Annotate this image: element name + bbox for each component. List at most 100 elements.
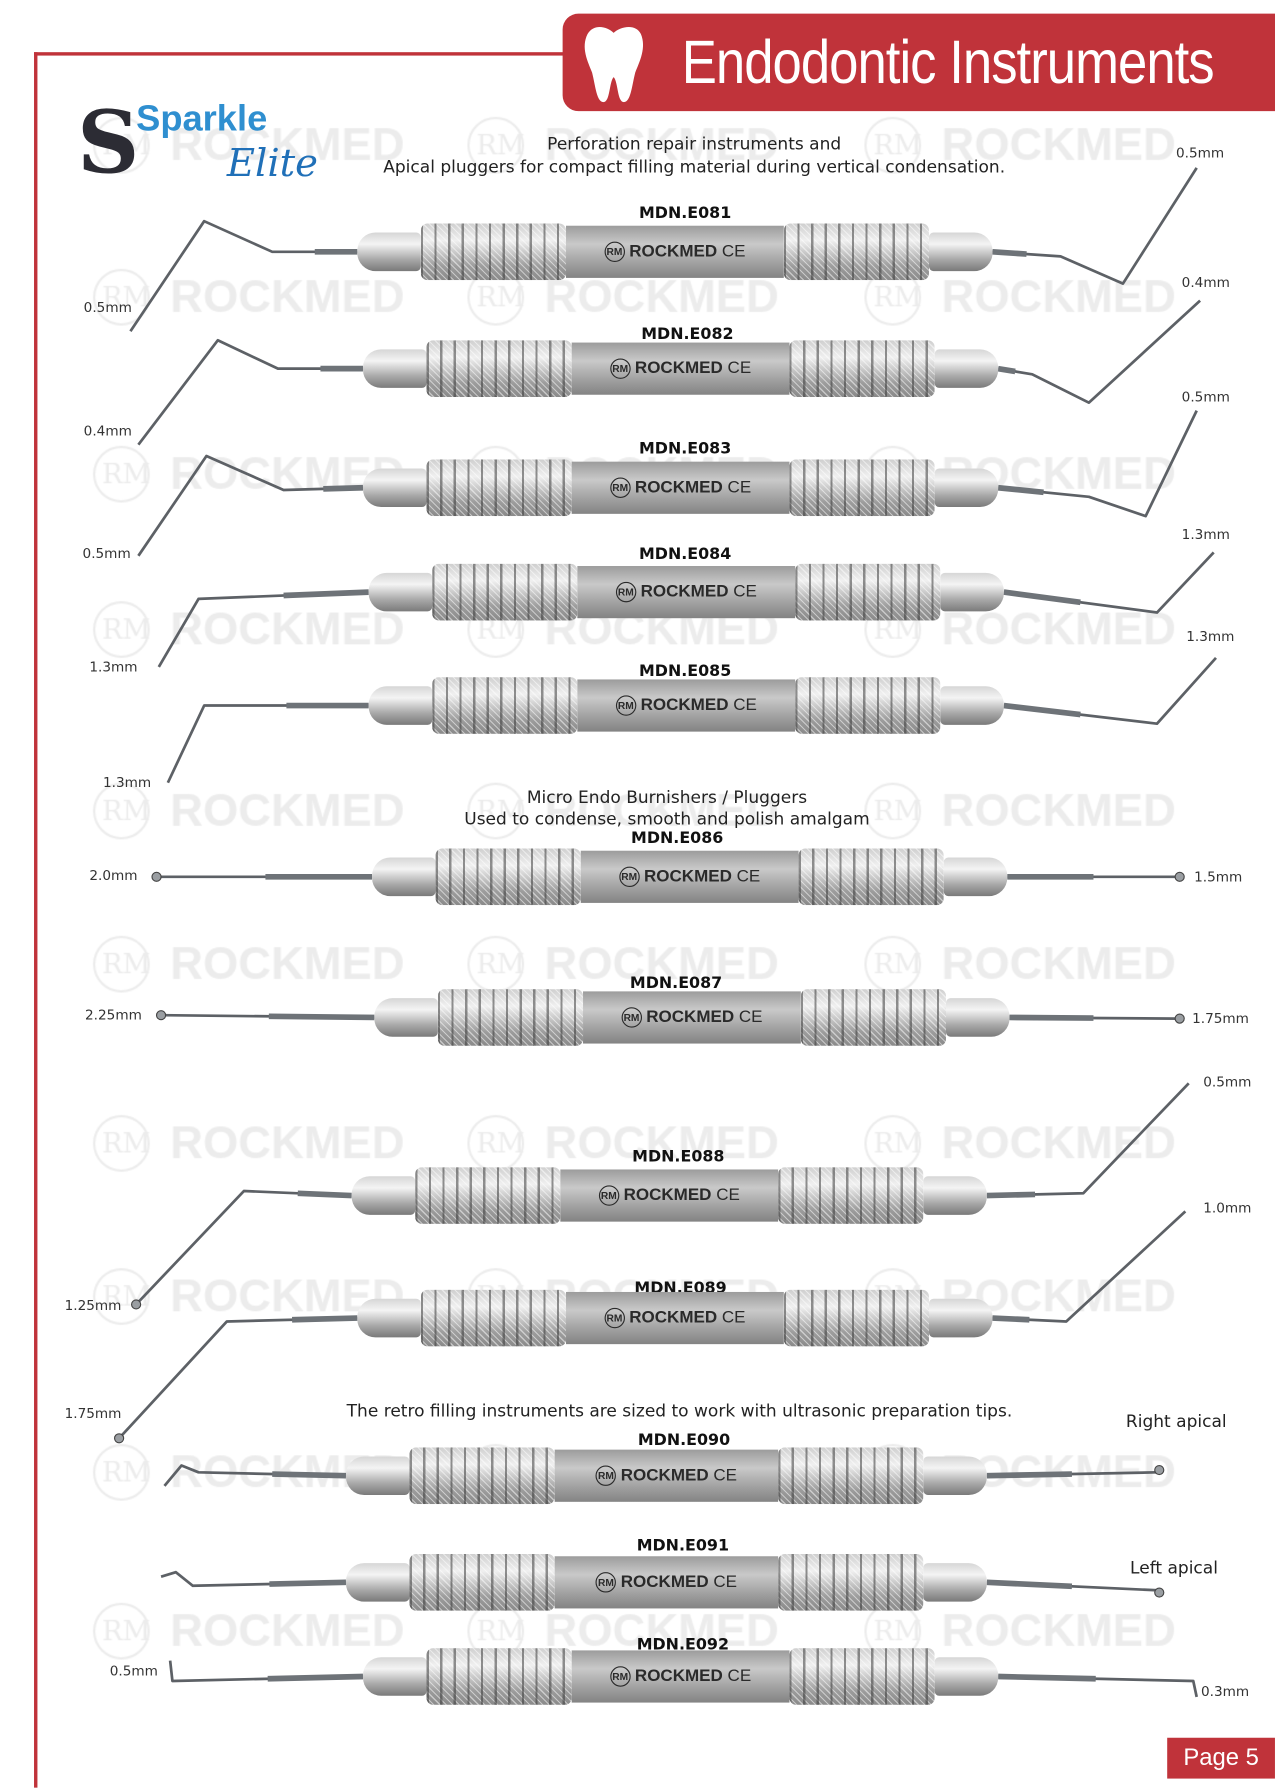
handle-brand: RM ROCKMED CE <box>621 1007 763 1028</box>
apical-orientation-label: Left apical <box>1130 1557 1218 1578</box>
instrument-shank <box>992 1315 1030 1323</box>
instrument-shank <box>268 1013 375 1021</box>
brand-name: ROCKMED <box>643 866 732 886</box>
brand-name: ROCKMED <box>620 1465 709 1485</box>
page-title: Endodontic Instruments <box>681 28 1215 97</box>
knurled-grip-right <box>789 459 935 517</box>
handle-center: RM ROCKMED CE <box>580 850 799 903</box>
knurled-grip-right <box>795 677 941 734</box>
ball-tip <box>1154 1464 1165 1476</box>
handle-brand: RM ROCKMED CE <box>615 581 757 603</box>
left-working-tip <box>157 590 369 668</box>
handle-center: RM ROCKMED CE <box>566 225 784 278</box>
instrument-handle: RM ROCKMED CE <box>357 1289 993 1347</box>
rockmed-monogram-icon: RM <box>609 358 631 379</box>
page-frame-top <box>34 52 579 56</box>
handle-brand: RM ROCKMED CE <box>604 241 746 263</box>
handle-cap-left <box>345 1563 410 1602</box>
instrument-handle: RM ROCKMED CE <box>374 989 1010 1046</box>
rockmed-monogram-icon: RM <box>619 866 640 888</box>
handle-brand: RM ROCKMED CE <box>598 1185 740 1206</box>
brand-name: ROCKMED <box>623 1185 712 1205</box>
handle-center: RM ROCKMED CE <box>566 1291 784 1345</box>
rockmed-monogram-icon: RM <box>615 695 637 716</box>
ce-mark: CE <box>713 1465 738 1485</box>
brand-name: ROCKMED <box>620 1572 709 1592</box>
ball-tip <box>1174 1013 1185 1024</box>
instrument-handle: RM ROCKMED CE <box>362 1648 999 1705</box>
section-line: The retro filling instruments are sized … <box>346 1400 1013 1422</box>
left-tip-size: 1.75mm <box>64 1405 122 1422</box>
instrument-shank <box>986 1579 1073 1590</box>
product-code: MDN.E084 <box>638 545 732 564</box>
handle-brand: RM ROCKMED CE <box>609 1666 751 1687</box>
left-working-tip <box>137 338 363 446</box>
instrument-shank <box>292 1315 358 1323</box>
instrument-shank <box>1009 1014 1094 1021</box>
knurled-grip-right <box>800 989 947 1046</box>
knurled-grip-left <box>420 1289 567 1347</box>
handle-cap-left <box>368 572 433 612</box>
instrument-shank <box>323 484 364 492</box>
product-code: MDN.E092 <box>636 1635 730 1654</box>
rockmed-monogram-icon: RM <box>595 1465 617 1486</box>
ce-mark: CE <box>727 358 752 378</box>
header-banner: Endodontic Instruments <box>562 13 1275 112</box>
instrument-handle: RM ROCKMED CE <box>357 223 993 281</box>
ce-mark: CE <box>721 241 746 261</box>
ball-tip <box>131 1299 142 1310</box>
ce-mark: CE <box>727 477 752 497</box>
knurled-grip-left <box>415 1167 561 1224</box>
knurled-grip-left <box>409 1553 555 1611</box>
product-code: MDN.E091 <box>636 1536 730 1556</box>
left-tip-size: 1.3mm <box>102 774 152 791</box>
right-tip-size: 1.75mm <box>1192 1010 1249 1027</box>
handle-center: RM ROCKMED CE <box>571 342 790 395</box>
handle-brand: RM ROCKMED CE <box>595 1465 738 1486</box>
handle-center: RM ROCKMED CE <box>577 566 796 619</box>
ce-mark: CE <box>713 1572 738 1592</box>
left-working-tip <box>166 704 369 784</box>
brand-name: ROCKMED <box>640 581 729 602</box>
handle-cap-right <box>928 1298 993 1338</box>
knurled-grip-right <box>778 1553 924 1611</box>
right-working-tip <box>986 1082 1190 1197</box>
instrument-shank <box>283 589 369 599</box>
handle-cap-right <box>928 232 993 272</box>
instrument-shank <box>992 248 1027 257</box>
right-working-tip <box>992 167 1198 285</box>
handle-cap-right <box>940 686 1004 725</box>
page-frame-left <box>34 52 38 1788</box>
product-code: MDN.E083 <box>638 440 732 459</box>
knurled-grip-right <box>783 1289 929 1347</box>
instrument-shank <box>297 1190 352 1199</box>
right-working-tip <box>1003 656 1217 726</box>
ce-mark: CE <box>721 1307 746 1328</box>
handle-brand: RM ROCKMED CE <box>609 477 752 498</box>
knurled-grip-right <box>795 563 941 621</box>
right-tip-size: 0.5mm <box>1176 145 1225 162</box>
brand-name: ROCKMED <box>629 241 718 261</box>
section-line: Used to condense, smooth and polish amal… <box>464 808 870 830</box>
right-tip-size: 0.5mm <box>1203 1074 1252 1091</box>
instrument-handle: RM ROCKMED CE <box>345 1447 987 1505</box>
instrument-shank <box>986 1471 1072 1479</box>
instrument-handle: RM ROCKMED CE <box>368 563 1004 621</box>
knurled-grip-left <box>409 1447 555 1505</box>
logo-sparkle: Sparkle <box>136 97 268 139</box>
left-working-tip <box>163 1464 346 1487</box>
knurled-grip-left <box>435 848 581 906</box>
instrument-shank <box>997 484 1044 496</box>
right-tip-size: 1.3mm <box>1181 526 1230 543</box>
instrument-handle: RM ROCKMED CE <box>368 677 1004 734</box>
left-working-tip <box>129 219 358 332</box>
handle-cap-right <box>946 998 1010 1037</box>
knurled-grip-right <box>778 1447 924 1505</box>
instrument-shank <box>267 1673 364 1682</box>
ce-mark: CE <box>716 1185 740 1205</box>
handle-cap-left <box>357 232 421 272</box>
brand-name: ROCKMED <box>646 1007 735 1027</box>
instrument-shank <box>998 1673 1096 1682</box>
